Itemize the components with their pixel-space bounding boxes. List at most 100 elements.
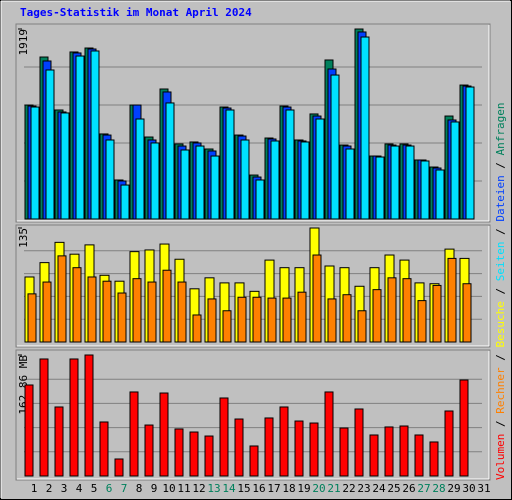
x-tick-label: 15 (237, 482, 250, 495)
x-tick-label: 3 (61, 482, 68, 495)
bar (27, 293, 37, 343)
bar (399, 425, 409, 477)
x-tick-label: 7 (121, 482, 128, 495)
chart-title: Tages-Statistik im Monat April 2024 (20, 6, 252, 19)
x-tick-label: 1 (31, 482, 38, 495)
legend-entry: Volumen (494, 434, 507, 480)
bar (300, 141, 310, 220)
bar (39, 358, 49, 477)
bar (117, 292, 127, 343)
x-tick-label: 24 (372, 482, 386, 495)
bar (354, 408, 364, 477)
bar (234, 418, 244, 477)
bar (69, 358, 79, 477)
x-tick-label: 2 (46, 482, 53, 495)
bar (204, 435, 214, 477)
legend-entry: Seiten (494, 242, 507, 282)
bar (75, 55, 85, 220)
bar (330, 74, 340, 220)
x-tick-label: 19 (297, 482, 310, 495)
x-tick-label: 21 (327, 482, 340, 495)
x-tick-label: 14 (222, 482, 236, 495)
bar (87, 276, 97, 343)
bar (420, 160, 430, 220)
x-tick-label: 18 (282, 482, 295, 495)
bar (162, 269, 172, 343)
x-tick-label: 11 (177, 482, 190, 495)
legend: Volumen / Rechner / Besuche / Seiten / D… (494, 102, 507, 480)
bar (339, 427, 349, 477)
bar (360, 36, 370, 220)
bar (309, 422, 319, 477)
bar (165, 102, 175, 220)
legend-separator: / (494, 222, 507, 242)
bar (102, 280, 112, 343)
x-tick-label: 17 (267, 482, 280, 495)
x-tick-label: 31 (477, 482, 490, 495)
legend-separator: / (494, 348, 507, 368)
x-tick-label: 27 (417, 482, 430, 495)
x-tick-label: 20 (312, 482, 325, 495)
bar (144, 424, 154, 477)
bar (369, 434, 379, 477)
bar (327, 298, 337, 343)
bar (210, 155, 220, 220)
bar (180, 149, 190, 220)
legend-separator: / (494, 414, 507, 434)
x-tick-label: 26 (402, 482, 415, 495)
bar (132, 278, 142, 343)
bar (129, 391, 139, 477)
bar (402, 278, 412, 343)
bar (429, 441, 439, 477)
bar (120, 184, 130, 220)
bar (312, 254, 322, 343)
bar (192, 314, 202, 343)
bar (324, 391, 334, 477)
bar (345, 148, 355, 220)
x-tick-label: 25 (387, 482, 400, 495)
bar (54, 406, 64, 477)
bar (174, 428, 184, 477)
bar (135, 118, 145, 220)
bar (267, 297, 277, 343)
bar (447, 257, 457, 343)
bar (237, 296, 247, 343)
bar (60, 112, 70, 220)
bar (372, 289, 382, 343)
bar (459, 379, 469, 477)
legend-entry: Dateien (494, 175, 507, 221)
bar (252, 296, 262, 343)
bar (150, 142, 160, 220)
bar (297, 291, 307, 343)
bar (147, 281, 157, 343)
bar (90, 50, 100, 220)
bar (225, 109, 235, 220)
x-tick-label: 12 (192, 482, 205, 495)
bar (450, 121, 460, 220)
legend-separator: / (494, 281, 507, 301)
legend-entry: Anfragen (494, 102, 507, 155)
bar (342, 294, 352, 343)
bar (177, 281, 187, 343)
x-tick-label: 6 (106, 482, 113, 495)
bar (207, 298, 217, 343)
x-tick-label: 4 (76, 482, 83, 495)
bar (462, 283, 472, 343)
legend-entry: Rechner (494, 367, 507, 414)
x-tick-label: 23 (357, 482, 370, 495)
bar (375, 156, 385, 220)
bar (159, 392, 169, 477)
bar (72, 267, 82, 343)
bar (105, 139, 115, 220)
bar (432, 284, 442, 343)
bar (255, 179, 265, 220)
bar (24, 384, 34, 477)
bar (444, 410, 454, 477)
bar (417, 300, 427, 343)
x-tick-label: 13 (207, 482, 220, 495)
bar (465, 86, 475, 220)
bar (384, 426, 394, 477)
bar (435, 169, 445, 220)
legend-entry: Besuche (494, 301, 507, 347)
bar (357, 310, 367, 343)
